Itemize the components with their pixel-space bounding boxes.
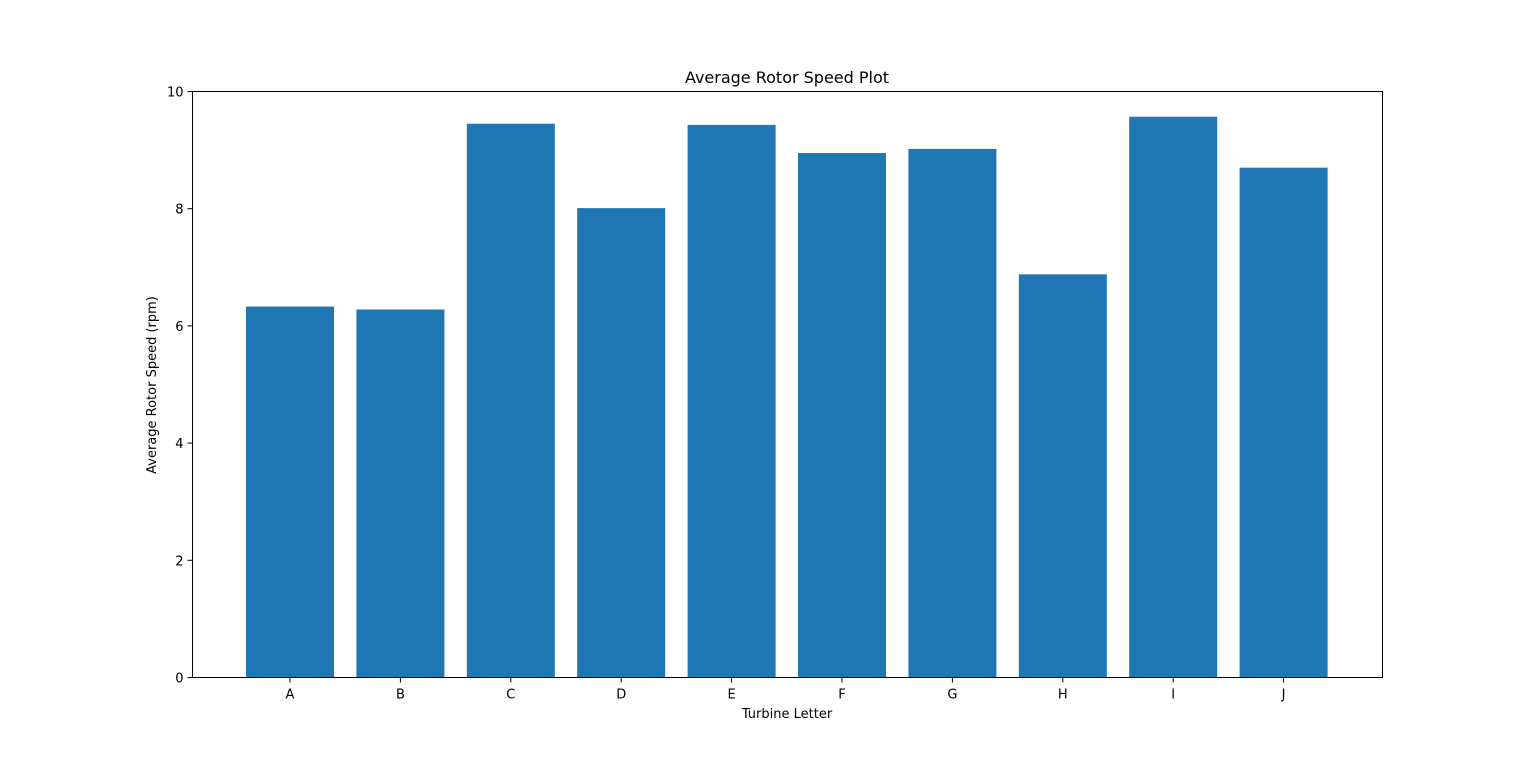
x-tick-label: J xyxy=(1281,688,1286,703)
y-axis-label: Average Rotor Speed (rpm) xyxy=(145,296,160,474)
y-tick-label: 2 xyxy=(175,554,183,569)
bars-group xyxy=(246,116,1328,678)
x-tick-label: G xyxy=(947,688,957,703)
bar-f xyxy=(798,153,886,678)
bar-h xyxy=(1018,274,1107,678)
x-tick-label: H xyxy=(1058,688,1068,703)
bar-j xyxy=(1239,167,1328,678)
x-tick-label: D xyxy=(616,688,626,703)
y-tick-label: 8 xyxy=(175,203,183,218)
y-tick-label: 0 xyxy=(175,672,183,687)
x-tick-label: E xyxy=(727,688,735,703)
x-tick-label: F xyxy=(838,688,845,703)
x-axis-label: Turbine Letter xyxy=(741,707,833,722)
bar-e xyxy=(687,124,776,678)
x-tick-label: C xyxy=(506,688,515,703)
y-tick-label: 4 xyxy=(175,437,183,452)
bar-a xyxy=(246,306,334,678)
bar-c xyxy=(466,123,555,678)
x-tick-label: I xyxy=(1171,688,1175,703)
x-tick-label: B xyxy=(396,688,405,703)
bar-b xyxy=(356,309,445,678)
x-axis-ticks: A B C D E F G H I J xyxy=(286,677,1286,703)
bar-i xyxy=(1129,116,1218,678)
y-tick-label: 10 xyxy=(167,86,184,101)
bar-d xyxy=(577,208,666,678)
y-axis-ticks: 0 2 4 6 8 10 xyxy=(167,86,193,687)
bar-g xyxy=(908,148,997,678)
chart-title: Average Rotor Speed Plot xyxy=(685,68,889,87)
y-tick-label: 6 xyxy=(175,320,183,335)
plot-area-frame xyxy=(192,91,1383,678)
x-tick-label: A xyxy=(286,688,295,703)
